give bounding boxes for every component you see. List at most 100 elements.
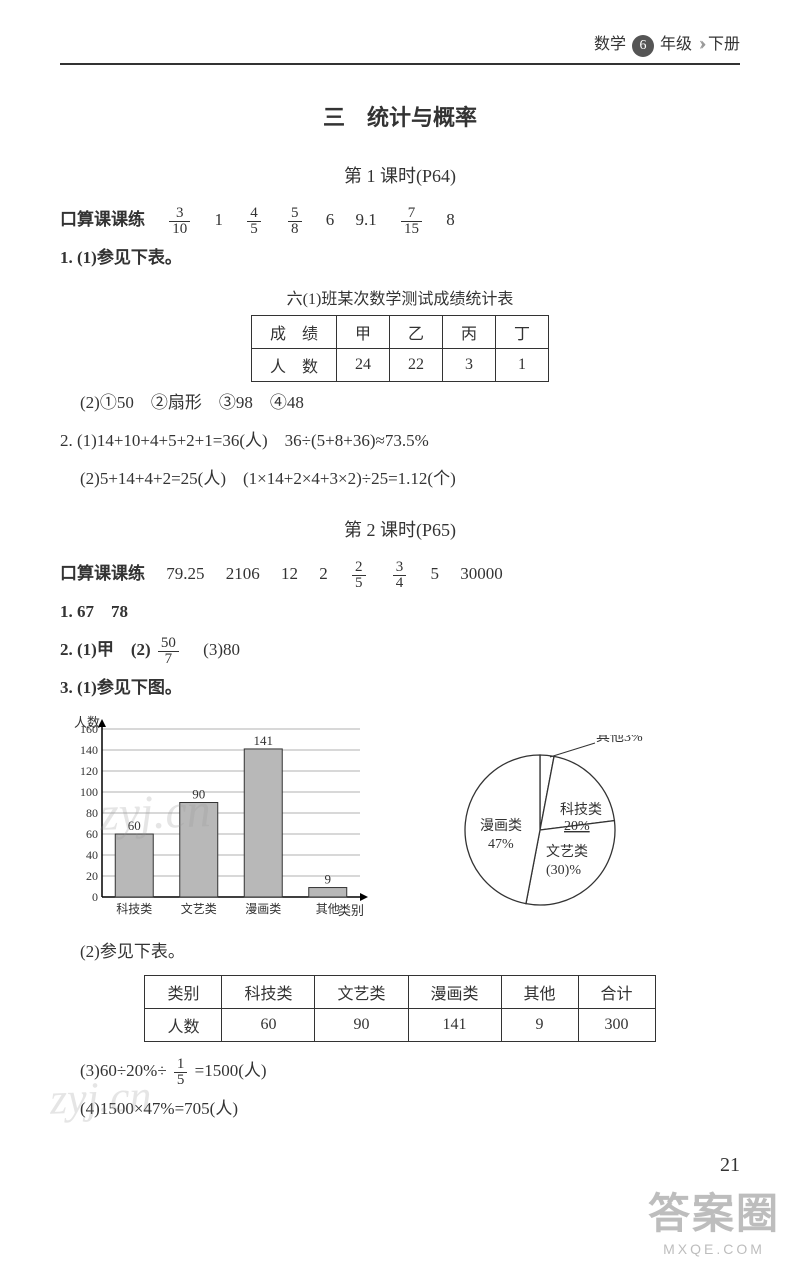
table-row: 人数 60 90 141 9 300	[145, 1009, 655, 1042]
svg-text:(30)%: (30)%	[546, 863, 581, 878]
svg-text:漫画类: 漫画类	[480, 818, 522, 834]
svg-text:140: 140	[80, 743, 98, 757]
frac: 25	[352, 560, 366, 591]
table-row: 类别 科技类 文艺类 漫画类 其他 合计	[145, 976, 655, 1009]
header-divider	[60, 63, 740, 65]
val: 2	[319, 564, 328, 583]
td: 141	[408, 1009, 501, 1042]
lesson2-q2: 2. (1)甲 (2) 507 (3)80	[60, 633, 740, 667]
svg-text:文艺类: 文艺类	[181, 901, 217, 916]
q2-prefix: 2. (1)甲 (2)	[60, 640, 151, 659]
subject-label: 数学	[594, 36, 626, 53]
svg-text:20%: 20%	[564, 819, 590, 834]
frac: 58	[288, 206, 302, 237]
frac: 45	[247, 206, 261, 237]
td: 9	[501, 1009, 578, 1042]
th: 乙	[389, 316, 442, 349]
lesson2-q3-1: 3. (1)参见下图。	[60, 671, 740, 705]
table1: 成 绩 甲 乙 丙 丁 人 数 24 22 3 1	[251, 315, 549, 382]
svg-text:60: 60	[86, 827, 98, 841]
grade-badge: 6	[632, 35, 654, 57]
svg-text:60: 60	[128, 818, 141, 833]
volume-label: 下册	[708, 36, 740, 53]
page-number: 21	[720, 1154, 740, 1177]
td: 3	[443, 349, 496, 382]
th: 丙	[443, 316, 496, 349]
q3-3-suffix: =1500(人)	[195, 1061, 267, 1080]
val: 12	[281, 564, 298, 583]
kousuan-label: 口算课课练	[60, 210, 145, 229]
th: 其他	[501, 976, 578, 1009]
val: 30000	[460, 564, 503, 583]
lesson2-q3-3: zyj.cn (3)60÷20%÷ 15 =1500(人)	[60, 1054, 740, 1088]
lesson1-q2-1: 2. (1)14+10+4+5+2+1=36(人) 36÷(5+8+36)≈73…	[60, 424, 740, 458]
bar-chart: zyj.cn 020406080100120140160人数类别60科技类90文…	[60, 715, 370, 925]
pie-chart-svg: 其他3%科技类20%文艺类(30)%漫画类47%	[440, 735, 670, 915]
val: 1	[215, 210, 224, 229]
charts-row: zyj.cn 020406080100120140160人数类别60科技类90文…	[60, 715, 740, 925]
pie-chart: 其他3%科技类20%文艺类(30)%漫画类47%	[440, 735, 670, 920]
lesson2-title: 第 2 课时(P65)	[60, 516, 740, 542]
td: 24	[336, 349, 389, 382]
table2: 类别 科技类 文艺类 漫画类 其他 合计 人数 60 90 141 9 300	[144, 975, 655, 1042]
footer-logo: 答案圈 MXQE.COM	[648, 1180, 780, 1257]
q2-suffix: (3)80	[186, 640, 240, 659]
table-row: 人 数 24 22 3 1	[251, 349, 548, 382]
frac: 15	[174, 1057, 188, 1088]
kousuan-label: 口算课课练	[60, 564, 145, 583]
td: 60	[222, 1009, 315, 1042]
svg-text:40: 40	[86, 848, 98, 862]
val: 9.1	[356, 210, 377, 229]
val: 6	[326, 210, 335, 229]
frac: 507	[158, 636, 179, 667]
svg-text:其他3%: 其他3%	[596, 735, 643, 745]
table-row: 成 绩 甲 乙 丙 丁	[251, 316, 548, 349]
val: 8	[446, 210, 455, 229]
th: 文艺类	[315, 976, 408, 1009]
frac: 715	[401, 206, 422, 237]
td: 1	[496, 349, 549, 382]
svg-text:141: 141	[254, 733, 274, 748]
svg-text:科技类: 科技类	[116, 902, 152, 916]
bar-chart-svg: 020406080100120140160人数类别60科技类90文艺类141漫画…	[60, 715, 370, 925]
section-title: 三 统计与概率	[60, 100, 740, 132]
th: 甲	[336, 316, 389, 349]
grade-suffix: 年级	[660, 36, 692, 53]
th: 类别	[145, 976, 222, 1009]
svg-text:类别: 类别	[338, 903, 364, 918]
page-header: 数学 6 年级 ›› 下册	[60, 30, 740, 57]
table1-caption: 六(1)班某次数学测试成绩统计表	[60, 285, 740, 309]
lesson1-q2-2: (2)5+14+4+2=25(人) (1×14+2×4+3×2)÷25=1.12…	[60, 462, 740, 496]
svg-text:100: 100	[80, 785, 98, 799]
svg-text:47%: 47%	[488, 837, 514, 852]
th: 漫画类	[408, 976, 501, 1009]
lesson2-q1: 1. 67 78	[60, 595, 740, 629]
footer-big: 答案圈	[648, 1180, 780, 1241]
footer-small: MXQE.COM	[648, 1241, 780, 1257]
lesson2-q3-2: (2)参见下表。	[60, 935, 740, 969]
val: 79.25	[166, 564, 204, 583]
lesson2-q3-4: (4)1500×47%=705(人)	[60, 1092, 740, 1126]
lesson1-q1-2: (2)①50 ②扇形 ③98 ④48	[60, 386, 740, 420]
td: 300	[578, 1009, 655, 1042]
lesson1-title: 第 1 课时(P64)	[60, 162, 740, 188]
val: 5	[431, 564, 440, 583]
svg-text:80: 80	[86, 806, 98, 820]
td: 人数	[145, 1009, 222, 1042]
th: 合计	[578, 976, 655, 1009]
q3-3-prefix: (3)60÷20%÷	[80, 1061, 167, 1080]
lesson1-kousuan: 口算课课练 310 1 45 58 6 9.1 715 8	[60, 203, 740, 237]
frac: 34	[393, 560, 407, 591]
svg-text:漫画类: 漫画类	[245, 902, 281, 916]
svg-text:90: 90	[192, 787, 205, 802]
val: 2106	[226, 564, 260, 583]
lesson1-q1-1: 1. (1)参见下表。	[60, 241, 740, 275]
svg-text:其他: 其他	[316, 902, 340, 916]
svg-text:120: 120	[80, 764, 98, 778]
svg-text:20: 20	[86, 869, 98, 883]
svg-text:科技类: 科技类	[560, 802, 602, 818]
th: 丁	[496, 316, 549, 349]
th: 成 绩	[251, 316, 336, 349]
td: 人 数	[251, 349, 336, 382]
lesson2-kousuan: 口算课课练 79.25 2106 12 2 25 34 5 30000	[60, 557, 740, 591]
